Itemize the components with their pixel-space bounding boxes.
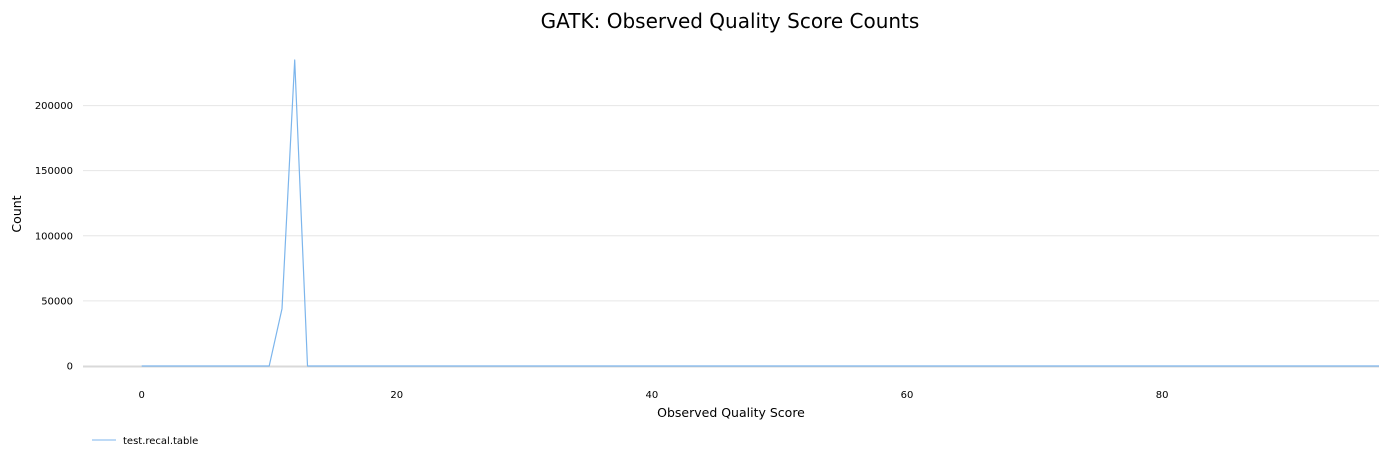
x-tick-label: 60: [901, 390, 914, 401]
x-axis-ticks: 0 20 40 60 80: [138, 390, 1168, 401]
y-axis-label: Count: [9, 195, 24, 232]
legend-label[interactable]: test.recal.table: [123, 436, 198, 447]
chart-title: GATK: Observed Quality Score Counts: [541, 9, 920, 33]
series-line[interactable]: [141, 59, 1379, 367]
y-tick-label: 200000: [35, 101, 73, 112]
x-tick-label: 80: [1156, 390, 1169, 401]
legend[interactable]: test.recal.table: [92, 436, 198, 447]
y-axis-ticks: 0 50000 100000 150000 200000: [35, 101, 73, 372]
y-tick-label: 0: [67, 362, 73, 373]
x-tick-label: 40: [646, 390, 659, 401]
x-tick-label: 0: [138, 390, 144, 401]
series-layer: [141, 59, 1379, 367]
x-tick-label: 20: [390, 390, 403, 401]
y-tick-label: 50000: [41, 296, 73, 307]
y-tick-label: 100000: [35, 231, 73, 242]
gridlines: [83, 105, 1379, 302]
y-tick-label: 150000: [35, 166, 73, 177]
x-axis-label: Observed Quality Score: [657, 405, 805, 420]
